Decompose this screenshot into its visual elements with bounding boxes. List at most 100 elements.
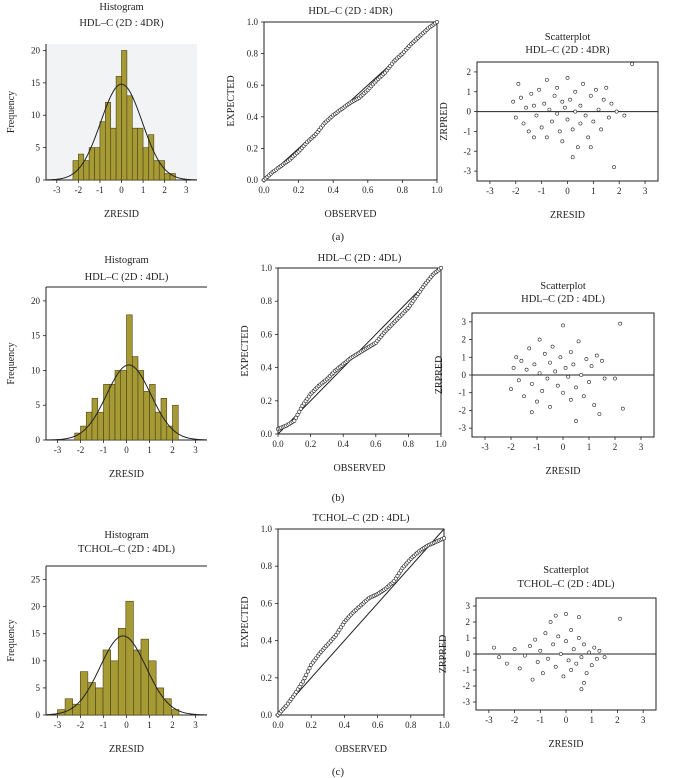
scatter-point (531, 103, 536, 108)
histogram-bar (140, 638, 149, 716)
scatter-point (602, 376, 607, 381)
scatter-point (574, 419, 578, 423)
y-tick-label: 1 (466, 633, 471, 643)
scatter-point (547, 107, 552, 112)
y-tick-label: 15 (31, 78, 41, 88)
chart-subtitle: HDL–C (2D : 4DL) (521, 294, 605, 305)
y-tick-label: -2 (464, 146, 472, 156)
y-tick-label: 0.4 (261, 363, 273, 373)
y-tick-label: 5 (36, 400, 41, 410)
scatter-point (522, 394, 526, 399)
pp-point (438, 265, 443, 270)
histogram-bar (143, 391, 150, 441)
histogram-bar (110, 127, 117, 181)
x-tick-label: -1 (533, 442, 541, 452)
scatter-point (565, 75, 570, 80)
pp-point (434, 19, 439, 24)
y-tick-label: 0.2 (261, 396, 272, 406)
chart-title: Scatterplot (540, 281, 586, 292)
x-axis-label: OBSERVED (325, 209, 377, 220)
scatter-point (587, 380, 591, 384)
scatter-point (543, 631, 548, 636)
x-tick-label: 0 (561, 442, 566, 452)
scatter-point (583, 113, 588, 118)
histogram-bar (125, 600, 134, 716)
scatter-point (512, 647, 517, 652)
scatter-point (544, 77, 549, 82)
chart-title: Scatterplot (543, 565, 589, 576)
x-tick-label: -2 (75, 185, 83, 195)
y-tick-label: 1.0 (261, 263, 273, 273)
scatter-point (576, 615, 581, 620)
y-axis-label: Frequency (6, 619, 17, 661)
scatter-point (516, 378, 521, 383)
histogram-bar (105, 101, 112, 181)
x-tick-label: 1.0 (435, 439, 447, 449)
scatter-point (594, 656, 599, 661)
b_scatter-chart: Scatterplot HDL–C (2D : 4DL) -3 -2 -1 0 1 2 3 -3 -… (434, 281, 655, 477)
histogram-bar (131, 356, 139, 441)
y-tick-label: 1 (462, 352, 467, 362)
histogram-bar (133, 649, 142, 716)
scatter-point (570, 155, 575, 160)
pp-point (307, 666, 312, 671)
scatter-point (561, 323, 565, 328)
c_hist-chart: Histogram TCHOL–C (2D : 4DL) -3 -2 -1 0 1 2 3 0 5 1… (6, 530, 208, 755)
scatter-point (578, 121, 583, 126)
y-tick-label: 0.6 (261, 598, 273, 608)
panel-label-b: (b) (332, 492, 345, 504)
scatter-point (548, 360, 552, 365)
scatter-point (575, 145, 580, 150)
c_pp-chart: TCHOL–C (2D : 4DL) 0.0 0.2 0.4 0.6 0.8 1.0 0.0 0… (240, 513, 450, 755)
y-tick-label: 0.4 (247, 112, 259, 122)
scatter-point (529, 410, 534, 415)
scatter-point (600, 358, 604, 363)
scatter-point (582, 680, 586, 685)
scatter-point (576, 636, 581, 640)
histogram-bar (154, 411, 162, 441)
y-tick-label: 2 (462, 335, 467, 345)
histogram-bar (78, 153, 85, 181)
a_scatter-chart: Scatterplot HDL–C (2D : 4DR) -3 -2 -1 0 1 2 3 -3 -… (439, 32, 659, 221)
scatter-point (589, 663, 594, 668)
x-tick-label: 0 (564, 715, 569, 725)
scatter-point (613, 376, 617, 381)
y-tick-label: 0 (36, 175, 41, 185)
scatter-point (553, 369, 558, 374)
scatter-point (524, 105, 529, 110)
x-tick-label: 0 (124, 720, 129, 730)
scatter-point (519, 95, 523, 100)
x-tick-label: 3 (193, 720, 198, 730)
histogram-bar (99, 121, 106, 181)
y-tick-label: 0.2 (261, 673, 272, 683)
x-tick-label: 3 (639, 442, 644, 452)
scatter-point (609, 101, 614, 106)
scatter-point (599, 127, 604, 132)
scatter-point (530, 677, 535, 682)
scatter-point (555, 383, 560, 388)
scatter-point (526, 129, 531, 134)
histogram-bar (72, 703, 81, 716)
histogram-bar (87, 682, 96, 716)
scatter-point (519, 358, 524, 363)
x-tick-label: 3 (184, 185, 189, 195)
y-tick-label: 15 (31, 331, 41, 341)
x-tick-label: -3 (53, 185, 61, 195)
scatter-point (571, 647, 576, 652)
a_hist-chart: Histogram HDL–C (2D : 4DR) -3 -2 -1 0 1 2 3 0 5 10 1… (6, 2, 198, 220)
scatter-point (509, 387, 513, 392)
y-tick-label: 0 (466, 649, 471, 659)
scatter-point (596, 107, 601, 112)
scatter-point (579, 373, 584, 377)
scatter-point (529, 381, 534, 386)
scatter-point (537, 337, 542, 342)
x-axis-label: ZRESID (549, 739, 584, 750)
y-tick-label: -1 (464, 126, 472, 136)
y-tick-label: 2 (466, 617, 471, 627)
y-tick-label: -3 (459, 423, 467, 433)
scatter-point (497, 655, 502, 660)
scatter-point (579, 655, 584, 660)
x-tick-label: -3 (54, 445, 62, 455)
scatter-point (514, 355, 519, 360)
